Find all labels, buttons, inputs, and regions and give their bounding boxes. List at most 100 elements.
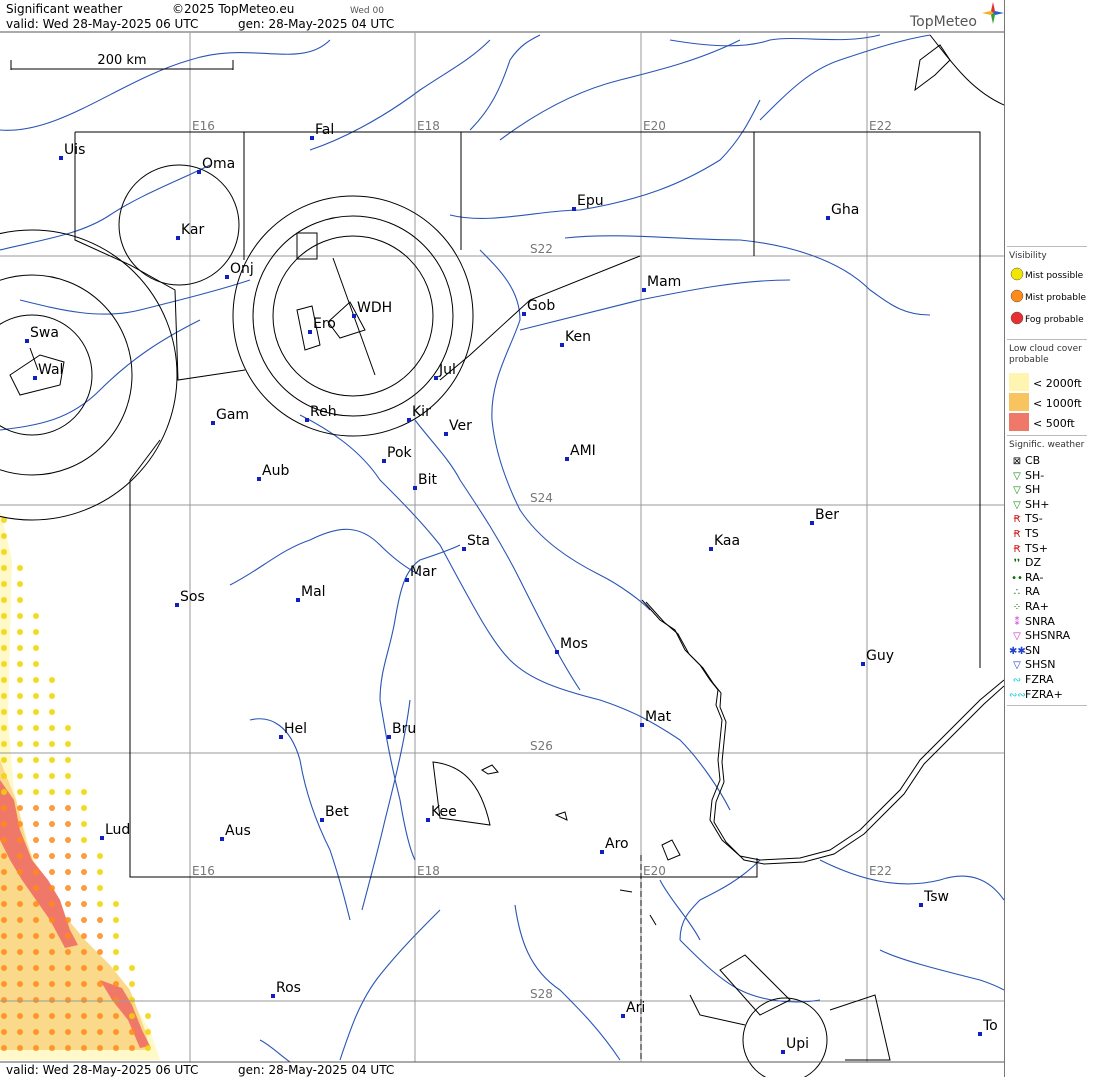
place-label: Onj: [230, 261, 254, 277]
place-tsw: Tsw: [919, 889, 949, 907]
grid-label-bottom-e18: E18: [417, 864, 440, 878]
place-label: Sos: [180, 589, 205, 605]
legend-label: FZRA: [1025, 673, 1054, 686]
place-marker: [621, 1014, 625, 1018]
place-jul: Jul: [434, 362, 456, 380]
cloud-swatch: [1009, 373, 1029, 391]
legend-label: SH-: [1025, 468, 1045, 482]
place-label: Aus: [225, 823, 251, 839]
snow-shower-icon: ▽: [1013, 660, 1021, 672]
place-label: Mat: [645, 709, 672, 725]
place-marker: [382, 459, 386, 463]
grid-label-s22: S22: [530, 242, 553, 256]
legend-item-fog-probable: Fog probable: [1009, 311, 1084, 325]
place-marker: [220, 837, 224, 841]
place-label: Bet: [325, 804, 349, 820]
legend-label: Mist probable: [1025, 293, 1087, 303]
airspace: [0, 131, 981, 1081]
legend-label: SHSN: [1025, 658, 1056, 672]
place-mar: Mar: [405, 564, 437, 582]
place-hel: Hel: [279, 721, 307, 739]
place-label: AMI: [570, 443, 596, 459]
legend-wx-sh: ▽ SH: [1009, 483, 1040, 497]
place-marker: [25, 339, 29, 343]
legend-label: Fog probable: [1025, 315, 1084, 325]
place-kir: Kir: [407, 404, 431, 422]
place-label: Gam: [216, 407, 249, 423]
shower-heavy-icon: ▽: [1013, 499, 1021, 511]
place-marker: [100, 836, 104, 840]
place-label: Bru: [392, 721, 416, 737]
place-marker: [211, 421, 215, 425]
scale-bar: [10, 60, 234, 70]
legend-cloud-1: < 1000ft: [1009, 393, 1082, 411]
legend-label: < 1000ft: [1033, 397, 1082, 410]
legend-label: TS+: [1025, 541, 1048, 555]
grid-label-bottom-e22: E22: [869, 864, 892, 878]
place-oma: Oma: [197, 156, 235, 174]
place-label: Mal: [301, 584, 326, 600]
place-to: To: [978, 1018, 998, 1036]
legend-label: SH+: [1025, 497, 1050, 511]
place-ver: Ver: [444, 418, 472, 436]
place-mos: Mos: [555, 636, 588, 654]
place-lud: Lud: [100, 822, 130, 840]
place-marker: [781, 1050, 785, 1054]
place-gha: Gha: [826, 202, 859, 220]
place-label: Ros: [276, 980, 301, 996]
place-marker: [257, 477, 261, 481]
place-mal: Mal: [296, 584, 326, 602]
legend-wx-ra-: •• RA-: [1009, 571, 1043, 585]
place-marker: [225, 275, 229, 279]
grid-label-s26: S26: [530, 739, 553, 753]
place-ken: Ken: [560, 329, 591, 347]
place-label: Kee: [431, 804, 457, 820]
place-pok: Pok: [382, 445, 413, 463]
place-ros: Ros: [271, 980, 301, 998]
place-onj: Onj: [225, 261, 254, 279]
place-marker: [197, 170, 201, 174]
place-label: Hel: [284, 721, 307, 737]
legend-wx-shsn: ▽ SHSN: [1009, 658, 1055, 672]
legend-cloud-2: < 500ft: [1009, 413, 1075, 431]
place-label: Ken: [565, 329, 591, 345]
thunder-light-icon: Ꞧ: [1013, 514, 1021, 526]
place-marker: [59, 156, 63, 160]
legend-wx-ts: Ꞧ TS: [1009, 527, 1039, 541]
legend-wx-snra: ⁑ SNRA: [1009, 615, 1055, 629]
map-canvas: 200 km E16 E18 E20 E22 E16 E18 E20 E22 S22 S24 S26…: [0, 31, 1005, 1081]
rain-heavy-icon: ⁘: [1012, 602, 1022, 613]
cloud-swatch: [1009, 393, 1029, 411]
grid-label-top-e22: E22: [869, 119, 892, 133]
place-ber: Ber: [810, 507, 839, 525]
scale-label: 200 km: [97, 53, 146, 68]
legend-wx-ts+: Ꞧ TS+: [1009, 542, 1048, 556]
place-marker: [387, 735, 391, 739]
legend-weather-title: Signific. weather: [1009, 440, 1085, 450]
sleet-shower-icon: ▽: [1013, 631, 1021, 643]
drizzle-icon: ❜❜: [1013, 558, 1021, 570]
place-wdh: WDH: [352, 300, 392, 318]
place-marker: [176, 236, 180, 240]
legend-wx-sh+: ▽ SH+: [1009, 498, 1049, 512]
place-sos: Sos: [175, 589, 205, 607]
place-label: Swa: [30, 325, 59, 341]
place-guy: Guy: [861, 648, 894, 666]
grid-label-bottom-e16: E16: [192, 864, 215, 878]
place-label: WDH: [357, 300, 392, 316]
place-marker: [826, 216, 830, 220]
legend-wx-ts-: Ꞧ TS-: [1009, 512, 1043, 526]
place-gob: Gob: [522, 298, 555, 316]
place-marker: [462, 547, 466, 551]
place-marker: [426, 818, 430, 822]
place-marker: [555, 650, 559, 654]
copyright: ©2025 TopMeteo.eu: [172, 2, 295, 16]
place-mat: Mat: [640, 709, 672, 727]
place-sta: Sta: [462, 533, 490, 551]
legend-label: FZRA+: [1025, 687, 1063, 701]
place-wal: Wal: [33, 362, 63, 380]
place-marker: [320, 818, 324, 822]
place-label: Mar: [410, 564, 437, 580]
legend-label: SNRA: [1025, 614, 1055, 628]
legend-cloud-title: Low cloud cover probable: [1009, 344, 1082, 365]
